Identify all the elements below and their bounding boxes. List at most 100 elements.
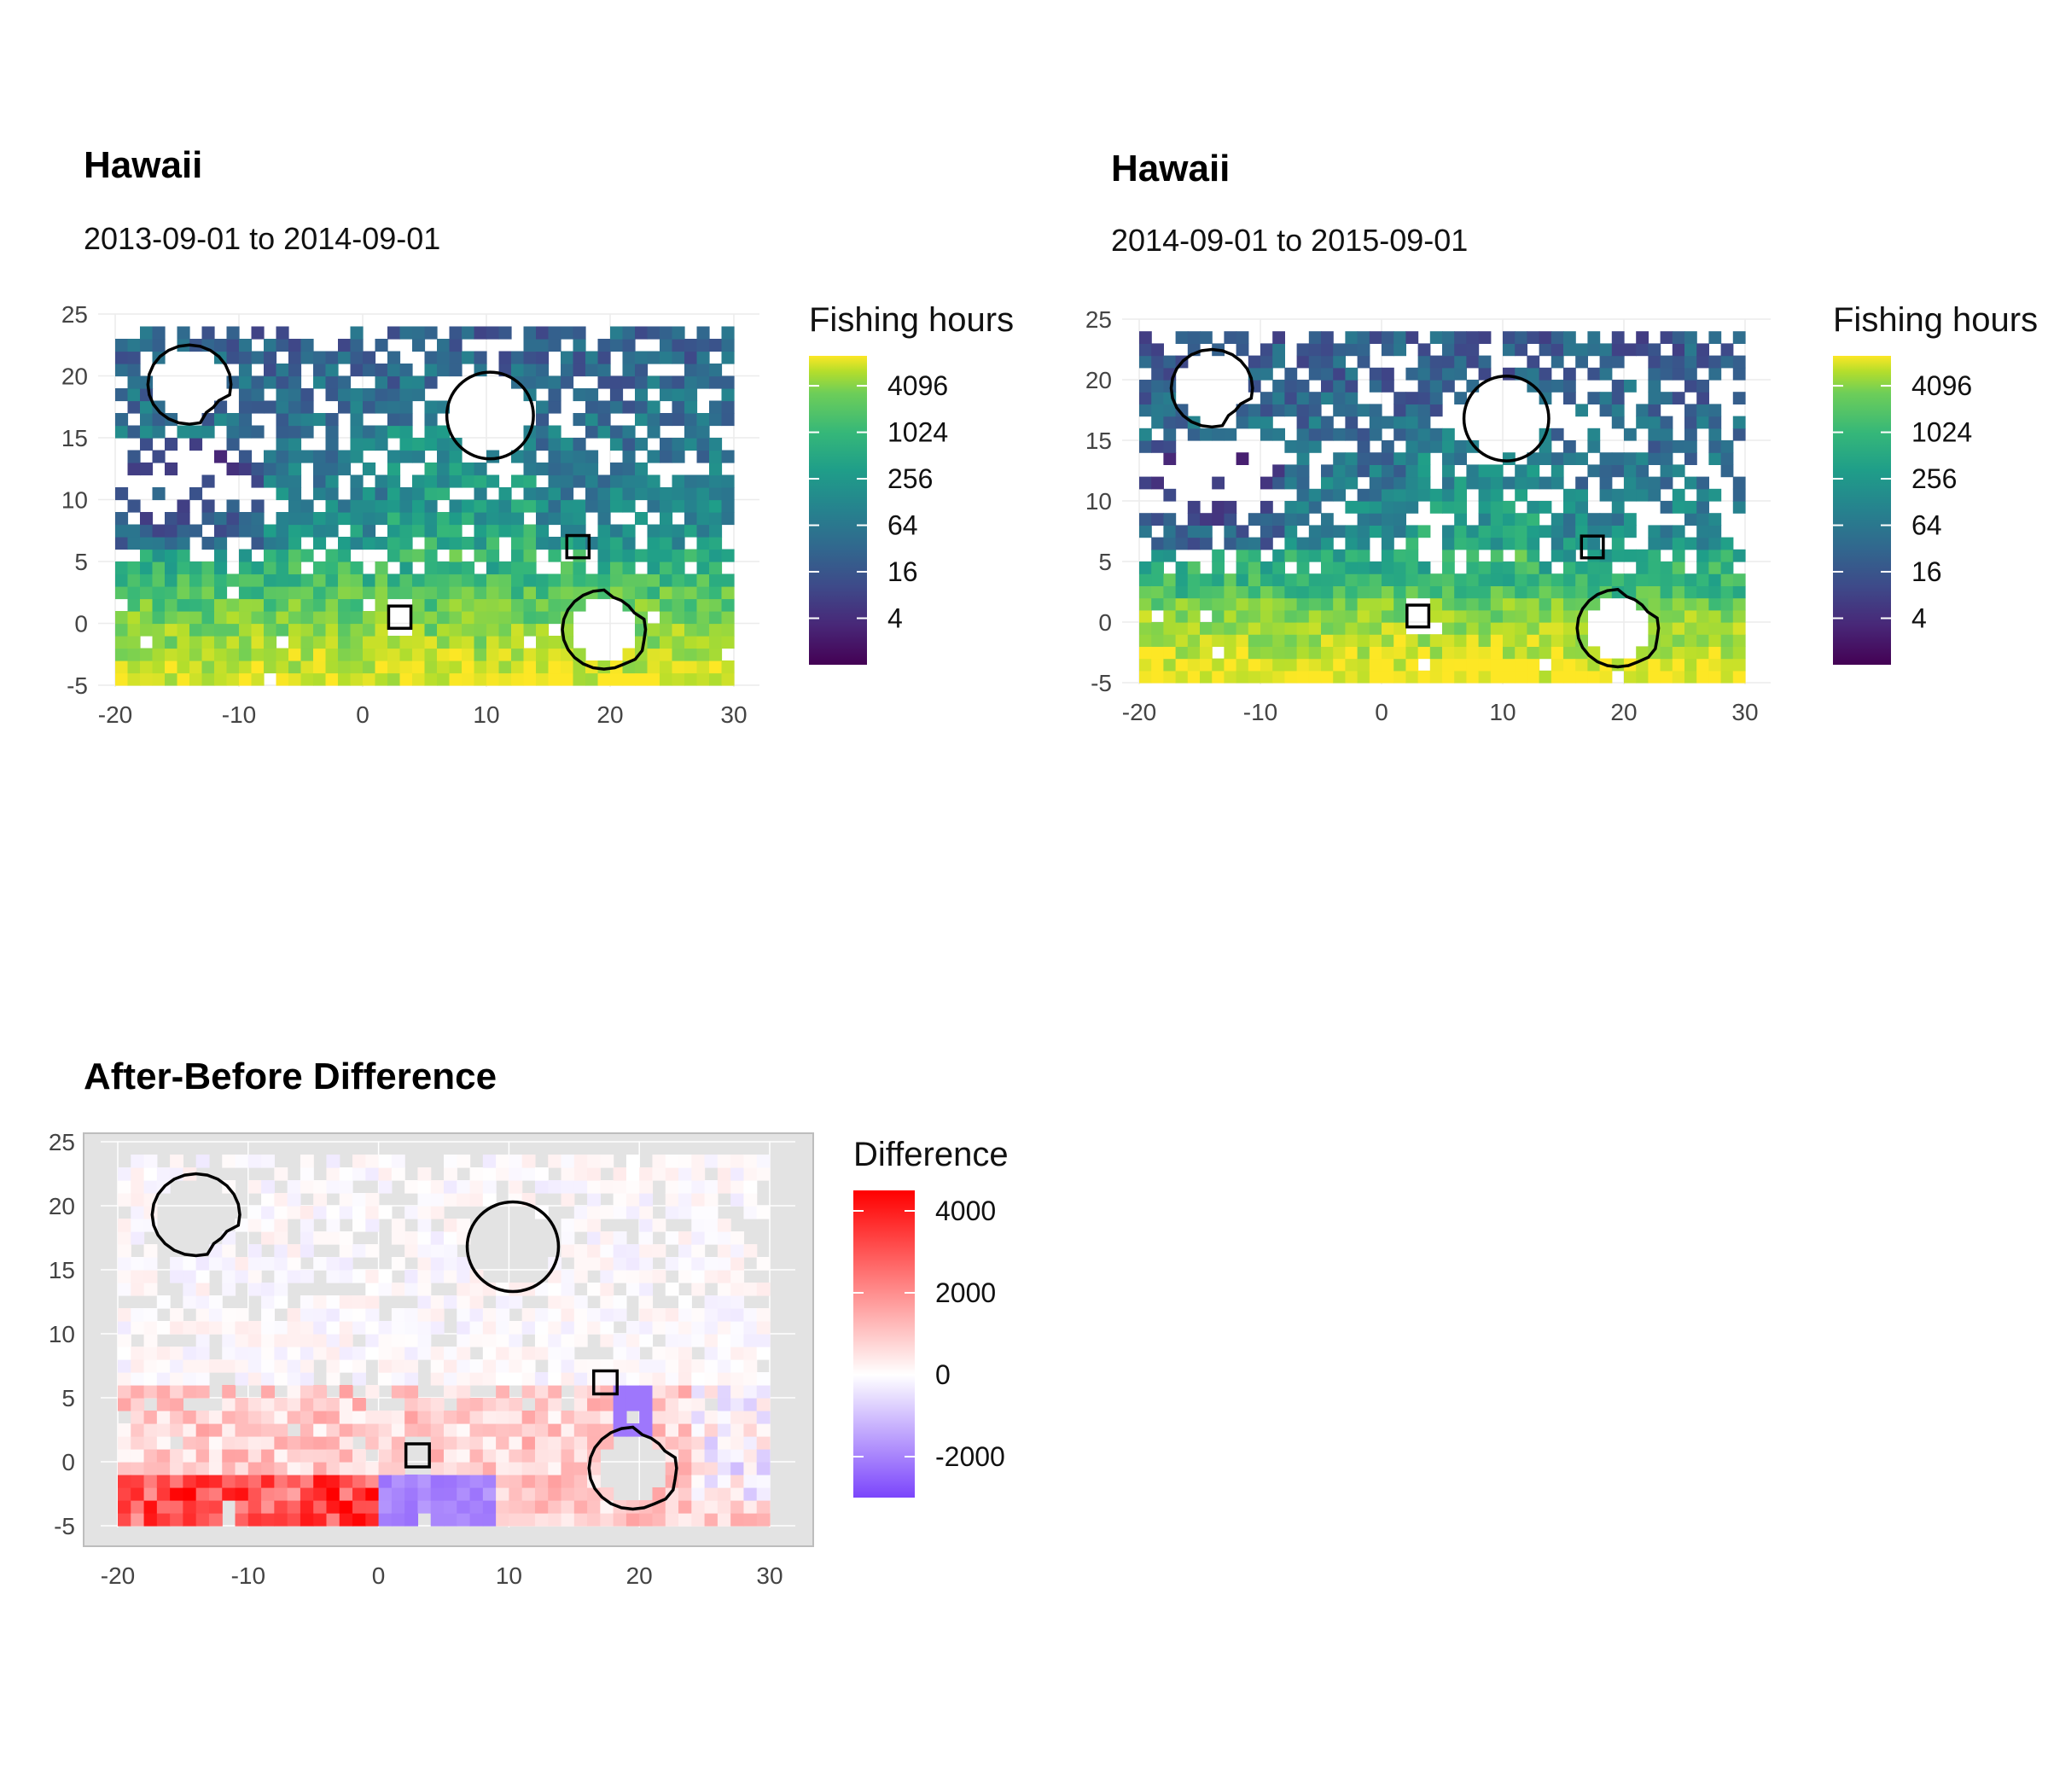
heatmap-cell	[1405, 464, 1419, 478]
heatmap-cell	[1515, 634, 1527, 647]
heatmap-cell	[143, 1385, 158, 1399]
heatmap-cell	[189, 586, 203, 600]
heatmap-cell	[326, 1487, 340, 1501]
heatmap-cell	[214, 623, 228, 637]
heatmap-cell	[678, 1308, 692, 1322]
heatmap-cell	[1260, 609, 1273, 623]
heatmap-cell	[730, 1423, 745, 1437]
heatmap-cell	[338, 549, 352, 562]
heatmap-cell	[536, 425, 550, 439]
y-tick-label: 25	[61, 301, 88, 328]
heatmap-cell	[730, 1449, 745, 1463]
heatmap-cell	[691, 1334, 706, 1347]
heatmap-cell	[721, 573, 735, 587]
heatmap-cell	[1551, 525, 1564, 538]
heatmap-cell	[1599, 561, 1613, 574]
heatmap-cell	[573, 499, 586, 513]
heatmap-cell	[691, 1359, 706, 1373]
heatmap-cell	[1260, 513, 1273, 526]
heatmap-cell	[1260, 476, 1273, 490]
heatmap-cell	[1382, 609, 1394, 623]
heatmap-cell	[684, 400, 698, 414]
heatmap-cell	[1515, 476, 1527, 490]
heatmap-cell	[264, 339, 277, 352]
heatmap-cell	[1163, 452, 1177, 465]
heatmap-cell	[743, 1462, 758, 1475]
heatmap-cell	[430, 1423, 445, 1437]
heatmap-cell	[313, 1321, 328, 1335]
heatmap-cell	[350, 487, 364, 501]
heatmap-cell	[1382, 622, 1394, 635]
heatmap-cell	[226, 598, 240, 612]
heatmap-cell	[417, 1423, 432, 1437]
heatmap-cell	[1563, 380, 1576, 393]
heatmap-cell	[1284, 549, 1298, 562]
heatmap-cell	[511, 672, 525, 686]
heatmap-cell	[313, 636, 327, 649]
heatmap-cells	[1139, 331, 1746, 684]
heatmap-cell	[1284, 367, 1298, 381]
heatmap-cell	[1333, 622, 1346, 635]
heatmap-cell	[417, 1411, 432, 1424]
heatmap-cell	[430, 1180, 445, 1194]
heatmap-cell	[1417, 416, 1431, 429]
heatmap-cell	[1539, 646, 1552, 660]
heatmap-cell	[261, 1334, 275, 1347]
heatmap-cell	[1466, 573, 1480, 586]
heatmap-cell	[288, 438, 302, 451]
heatmap-cell	[573, 1385, 588, 1399]
heatmap-cell	[412, 573, 426, 587]
heatmap-cell	[573, 438, 586, 451]
heatmap-cell	[1345, 622, 1359, 635]
heatmap-cell	[639, 1206, 654, 1219]
heatmap-cell	[573, 672, 586, 686]
heatmap-cell	[1321, 367, 1334, 381]
heatmap-cell	[709, 672, 723, 686]
heatmap-cell	[326, 1423, 340, 1437]
heatmap-cell	[652, 1270, 666, 1283]
heatmap-cell	[417, 1270, 432, 1283]
heatmap-cell	[156, 1423, 171, 1437]
heatmap-cell	[127, 660, 141, 674]
heatmap-cell	[378, 1270, 393, 1283]
heatmap-cell	[1369, 380, 1382, 393]
heatmap-cell	[115, 672, 129, 686]
heatmap-cell	[143, 1321, 158, 1335]
heatmap-cell	[264, 623, 277, 637]
heatmap-cell	[1515, 343, 1527, 357]
heatmap-cell	[1503, 597, 1516, 611]
heatmap-cell	[1611, 488, 1625, 502]
heatmap-cell	[635, 672, 649, 686]
heatmap-cell	[1393, 561, 1406, 574]
heatmap-cell	[561, 672, 574, 686]
heatmap-cell	[424, 413, 438, 427]
heatmap-cell	[573, 573, 586, 587]
heatmap-cell	[1696, 634, 1709, 647]
heatmap-cell	[717, 1295, 731, 1309]
heatmap-cell	[1139, 597, 1152, 611]
heatmap-cell	[561, 1436, 575, 1450]
heatmap-cell	[534, 1347, 549, 1360]
heatmap-cell	[170, 1257, 183, 1271]
heatmap-cell	[339, 1398, 353, 1411]
heatmap-cell	[274, 1398, 288, 1411]
heatmap-cell	[399, 450, 413, 463]
heatmap-cell	[412, 524, 426, 538]
heatmap-cell	[417, 1334, 432, 1347]
heatmap-cell	[1551, 343, 1564, 357]
heatmap-cell	[743, 1436, 758, 1450]
heatmap-cell	[647, 660, 660, 674]
heatmap-cell	[140, 648, 154, 661]
heatmap-cell	[1345, 585, 1359, 599]
heatmap-cell	[1357, 634, 1370, 647]
heatmap-cell	[1527, 331, 1540, 344]
heatmap-cell	[338, 339, 352, 352]
heatmap-cell	[417, 1167, 432, 1181]
heatmap-cell	[561, 1359, 575, 1373]
heatmap-cell	[600, 1257, 614, 1271]
heatmap-cell	[462, 512, 475, 526]
heatmap-cell	[261, 1475, 275, 1488]
heatmap-cell	[482, 1321, 497, 1335]
heatmap-cell	[430, 1359, 445, 1373]
heatmap-cell	[404, 1244, 419, 1258]
